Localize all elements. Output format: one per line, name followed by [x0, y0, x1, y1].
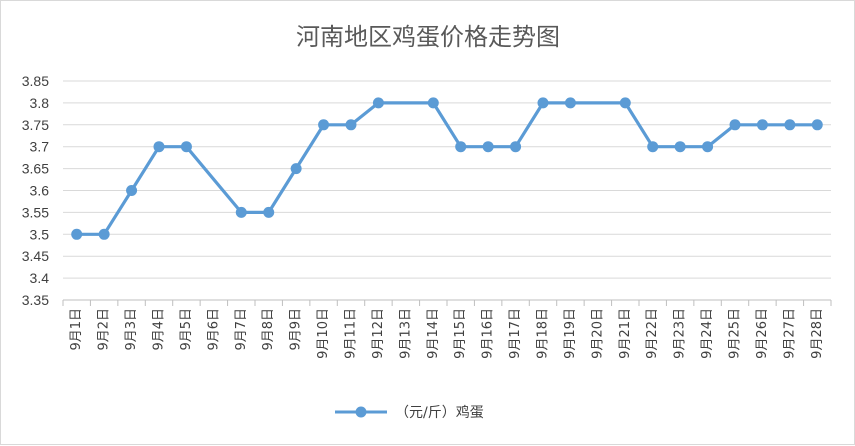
x-tick-label: 9月12日 [371, 308, 386, 359]
x-tick-label: 9月28日 [810, 308, 825, 359]
data-point [345, 119, 357, 131]
x-tick-label: 9月6日 [206, 308, 221, 351]
x-tick-label: 9月18日 [536, 308, 551, 359]
data-point [702, 141, 714, 153]
x-tick-label: 9月15日 [453, 308, 468, 359]
chart-title: 河南地区鸡蛋价格走势图 [296, 23, 560, 51]
data-point [756, 119, 768, 131]
x-tick-label: 9月11日 [344, 308, 359, 359]
y-tick-label: 3.7 [30, 139, 50, 155]
data-point [811, 119, 823, 131]
legend-marker-swatch [355, 406, 367, 418]
x-tick-label: 9月17日 [508, 308, 523, 359]
y-tick-label: 3.8 [30, 95, 50, 111]
data-point [427, 97, 439, 109]
y-axis-ticks: 3.35 3.4 3.45 3.5 3.55 3.6 3.65 3.7 3.75 3.8 3.85 [22, 73, 49, 308]
y-tick-label: 3.85 [22, 73, 49, 89]
y-tick-label: 3.6 [30, 183, 50, 199]
y-tick-label: 3.45 [22, 248, 49, 264]
data-point [537, 97, 549, 109]
data-point [318, 119, 330, 131]
x-tick-label: 9月4日 [152, 308, 167, 351]
y-tick-label: 3.5 [30, 226, 50, 242]
x-axis-ticks: 9月1日 9月2日 9月3日 9月4日 9月5日 9月6日 9月7日 9月8日 9月9日 9月10… [69, 308, 825, 359]
data-point [235, 206, 247, 218]
data-point [729, 119, 741, 131]
x-tick-label: 9月21日 [618, 308, 633, 359]
data-point [455, 141, 467, 153]
x-tick-label: 9月20日 [590, 308, 605, 359]
data-point [290, 163, 302, 175]
series-points [71, 97, 823, 240]
y-tick-label: 3.4 [30, 270, 50, 286]
gridlines [63, 80, 831, 279]
data-point [510, 141, 522, 153]
data-point [674, 141, 686, 153]
data-point [784, 119, 796, 131]
data-point [482, 141, 494, 153]
x-tick-label: 9月10日 [316, 308, 331, 359]
data-point [619, 97, 631, 109]
x-tick-label: 9月24日 [700, 308, 715, 359]
x-tick-label: 9月19日 [563, 308, 578, 359]
x-tick-label: 9月22日 [645, 308, 660, 359]
data-point [71, 228, 83, 240]
data-point [564, 97, 576, 109]
data-point [153, 141, 165, 153]
y-tick-label: 3.35 [22, 292, 49, 308]
x-tick-label: 9月9日 [289, 308, 304, 351]
data-point [372, 97, 384, 109]
x-tick-label: 9月14日 [426, 308, 441, 359]
legend-label: （元/斤）鸡蛋 [395, 404, 484, 421]
x-tick-label: 9月2日 [97, 308, 112, 351]
x-tick-label: 9月25日 [728, 308, 743, 359]
x-tick-label: 9月16日 [481, 308, 496, 359]
x-tick-label: 9月5日 [179, 308, 194, 351]
data-point [98, 228, 110, 240]
x-axis [62, 299, 832, 306]
data-point [263, 206, 275, 218]
data-point [180, 141, 192, 153]
x-tick-label: 9月27日 [782, 308, 797, 359]
x-tick-label: 9月8日 [261, 308, 276, 351]
y-tick-label: 3.75 [22, 117, 49, 133]
x-tick-label: 9月23日 [673, 308, 688, 359]
legend: （元/斤）鸡蛋 [335, 404, 484, 421]
data-point [647, 141, 659, 153]
x-tick-label: 9月1日 [69, 308, 84, 351]
data-point [126, 185, 138, 196]
x-tick-label: 9月13日 [398, 308, 413, 359]
x-tick-label: 9月26日 [755, 308, 770, 359]
y-tick-label: 3.65 [22, 161, 49, 177]
x-tick-label: 9月3日 [124, 308, 139, 351]
y-tick-label: 3.55 [22, 204, 49, 220]
x-tick-label: 9月7日 [234, 308, 249, 351]
